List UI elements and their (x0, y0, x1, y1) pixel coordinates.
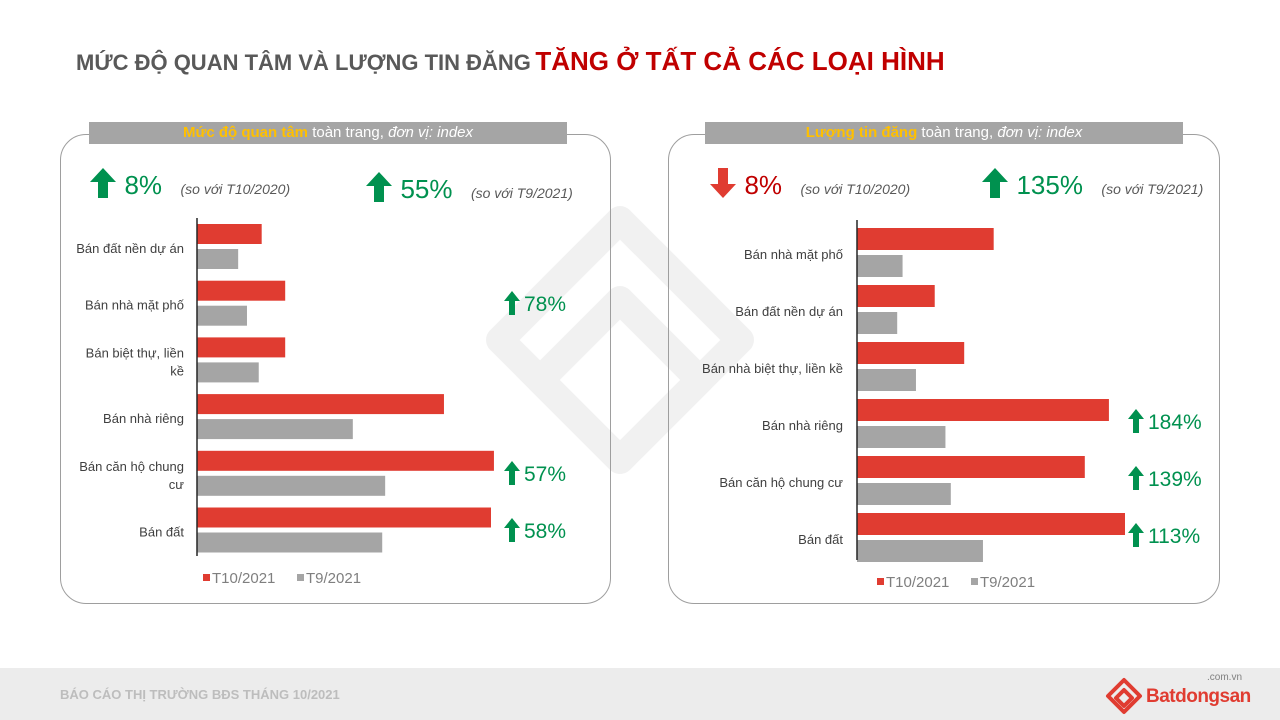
interest-bar-t10-3 (197, 394, 444, 415)
listings-legend-swatch-0 (877, 578, 884, 585)
interest-bar-t9-0 (197, 249, 239, 269)
interest-bar-t10-5 (197, 507, 491, 528)
interest-bar-t9-2 (197, 362, 259, 383)
interest-bar-t9-1 (197, 305, 247, 326)
interest-bar-t10-0 (197, 224, 262, 244)
interest-kpi-mom-note: (so với T9/2021) (470, 185, 573, 201)
title-part-2: TĂNG Ở TẤT CẢ CÁC LOẠI HÌNH (535, 46, 945, 76)
interest-legend-label-1: T9/2021 (306, 570, 361, 587)
interest-growth-annotation-text-1: 57% (524, 462, 567, 486)
listings-bar-t9-4 (857, 483, 951, 505)
interest-legend-swatch-0 (203, 574, 210, 581)
listings-growth-annotation-text-0: 184% (1148, 411, 1202, 434)
listings-kpi-mom: 135% (so với T9/2021) (982, 168, 1203, 201)
interest-kpi-yoy: 8% (so với T10/2020) (90, 168, 290, 201)
listings-legend-swatch-1 (971, 578, 978, 585)
listings-bar-t9-0 (857, 255, 903, 277)
up-arrow-icon (504, 517, 520, 542)
interest-bar-t9-4 (197, 475, 386, 496)
interest-category-label-4: Bán căn hộ chung cư (79, 459, 184, 492)
interest-panel-title-rest: toàn trang, (312, 124, 389, 141)
listings-category-label-1: Bán đất nền dự án (735, 304, 843, 319)
listings-bar-t9-1 (857, 312, 898, 334)
interest-kpi-mom-value: 55% (400, 174, 453, 204)
listings-bar-t10-1 (857, 285, 935, 307)
interest-bar-t10-1 (197, 280, 286, 301)
up-arrow-icon (1128, 523, 1144, 547)
title-part-1: MỨC ĐỘ QUAN TÂM VÀ LƯỢNG TIN ĐĂNG (76, 50, 531, 75)
brand-logo-icon (1106, 678, 1142, 714)
listings-growth-annotation-1: 139% (1128, 466, 1202, 492)
brand-name: Batdongsan (1146, 686, 1251, 707)
page-title: MỨC ĐỘ QUAN TÂM VÀ LƯỢNG TIN ĐĂNG TĂNG Ở… (76, 46, 945, 77)
listings-growth-annotation-text-1: 139% (1148, 468, 1202, 491)
listings-panel-title-unit: đơn vị: index (997, 124, 1083, 141)
up-arrow-icon (982, 168, 1008, 198)
listings-bar-t9-2 (857, 369, 916, 391)
up-arrow-icon (366, 172, 392, 202)
interest-legend-swatch-1 (297, 574, 304, 581)
interest-growth-annotation-0: 78% (504, 290, 567, 317)
interest-bar-t10-4 (197, 450, 494, 471)
interest-kpi-yoy-value: 8% (124, 170, 163, 200)
watermark-logo-icon (486, 206, 754, 474)
listings-category-label-5: Bán đất (798, 532, 843, 547)
interest-kpi-yoy-note: (so với T10/2020) (180, 181, 291, 197)
listings-legend-label-0: T10/2021 (886, 574, 949, 591)
interest-category-label-5: Bán đất (139, 525, 184, 540)
listings-bar-t10-4 (857, 456, 1085, 478)
listings-growth-annotation-text-2: 113% (1148, 525, 1201, 548)
interest-panel-title-unit: đơn vị: index (388, 124, 474, 141)
interest-bar-t9-5 (197, 532, 383, 553)
brand-domain: .com.vn (1207, 672, 1243, 683)
listings-bar-t9-3 (857, 426, 946, 448)
listings-kpi-yoy-note: (so với T10/2020) (800, 181, 911, 197)
up-arrow-icon (1128, 409, 1144, 433)
interest-panel-title-highlight: Mức độ quan tâm (182, 124, 309, 141)
interest-kpi-mom: 55% (so với T9/2021) (366, 172, 573, 205)
listings-growth-annotation-0: 184% (1128, 409, 1202, 435)
up-arrow-icon (90, 168, 116, 198)
listings-kpi-mom-value: 135% (1016, 170, 1083, 200)
listings-category-label-4: Bán căn hộ chung cư (719, 475, 843, 490)
interest-category-label-3: Bán nhà riêng (103, 411, 184, 426)
listings-category-label-3: Bán nhà riêng (762, 418, 843, 433)
listings-category-label-0: Bán nhà mặt phố (744, 247, 843, 262)
listings-bar-t10-5 (857, 513, 1125, 535)
listings-legend-label-1: T9/2021 (980, 574, 1035, 591)
interest-growth-annotation-1: 57% (504, 460, 567, 487)
interest-growth-annotation-text-2: 58% (524, 519, 567, 543)
interest-category-label-0: Bán đất nền dự án (76, 241, 184, 256)
interest-bar-t10-2 (197, 337, 286, 358)
listings-kpi-mom-note: (so với T9/2021) (1101, 181, 1204, 197)
interest-growth-annotation-text-0: 78% (524, 292, 567, 316)
listings-growth-annotation-2: 113% (1128, 523, 1200, 549)
listings-panel-title-highlight: Lượng tin đăng (805, 124, 918, 141)
up-arrow-icon (1128, 466, 1144, 490)
listings-bar-t10-2 (857, 342, 965, 364)
up-arrow-icon (504, 460, 520, 485)
down-arrow-icon (710, 168, 736, 198)
interest-growth-annotation-2: 58% (504, 517, 567, 544)
up-arrow-icon (504, 290, 520, 315)
interest-category-label-2: Bán biệt thự, liền kề (86, 345, 184, 378)
listings-panel-title: Lượng tin đăng toàn trang, đơn vị: index (705, 122, 1183, 144)
listings-category-label-2: Bán nhà biệt thự, liền kề (702, 361, 843, 376)
listings-kpi-yoy: 8% (so với T10/2020) (710, 168, 910, 201)
interest-legend-label-0: T10/2021 (212, 570, 275, 587)
interest-bar-t9-3 (197, 419, 353, 440)
listings-panel-title-rest: toàn trang, (921, 124, 998, 141)
footer-text: BÁO CÁO THỊ TRƯỜNG BĐS THÁNG 10/2021 (60, 687, 340, 702)
listings-kpi-yoy-value: 8% (744, 170, 783, 200)
footer: BÁO CÁO THỊ TRƯỜNG BĐS THÁNG 10/2021 (0, 668, 1280, 720)
brand-logo: .com.vn Batdongsan (1104, 672, 1264, 716)
interest-panel-title: Mức độ quan tâm toàn trang, đơn vị: inde… (89, 122, 567, 144)
interest-category-label-1: Bán nhà mặt phố (85, 298, 184, 313)
listings-bar-t9-5 (857, 540, 983, 562)
listings-bar-t10-3 (857, 399, 1109, 421)
listings-bar-t10-0 (857, 228, 994, 250)
